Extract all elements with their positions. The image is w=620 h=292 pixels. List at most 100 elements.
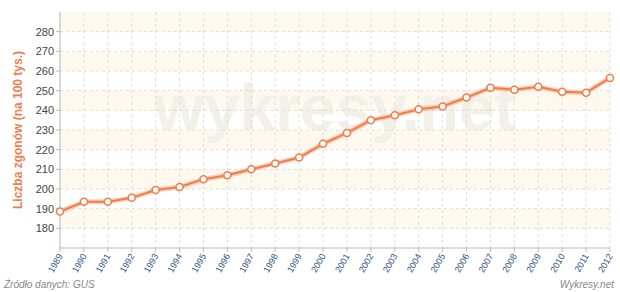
y-axis-label: Liczba zgonów (na 100 tys.) [11, 51, 25, 209]
data-point [296, 154, 303, 161]
x-tick-mark [394, 248, 395, 252]
grid-line-vertical [514, 12, 515, 248]
data-point [152, 186, 159, 193]
x-tick-label: 2007 [476, 252, 495, 274]
x-tick-mark [83, 248, 84, 252]
grid-line-vertical [203, 12, 204, 248]
data-point [511, 86, 518, 93]
grid-line-vertical [538, 12, 539, 248]
data-point [439, 103, 446, 110]
grid-line-vertical [370, 12, 371, 248]
chart-svg: wykresy.net18019020021022023024025026027… [0, 0, 620, 292]
x-tick-mark [107, 248, 108, 252]
tick-mark [56, 189, 60, 190]
x-tick-mark [323, 248, 324, 252]
x-tick-label: 1989 [46, 252, 65, 274]
tick-mark [56, 110, 60, 111]
y-tick-label: 280 [36, 26, 54, 38]
x-tick-label: 2006 [453, 252, 472, 274]
x-tick-mark [155, 248, 156, 252]
grid-line [60, 189, 610, 190]
tick-mark [56, 169, 60, 170]
credit-note: Wykresy.net [560, 279, 615, 290]
data-point [248, 166, 255, 173]
x-tick-mark [299, 248, 300, 252]
x-tick-mark [370, 248, 371, 252]
x-tick-label: 2001 [333, 252, 352, 274]
tick-mark [56, 149, 60, 150]
x-tick-mark [418, 248, 419, 252]
data-point [80, 198, 87, 205]
x-tick-mark [538, 248, 539, 252]
x-tick-label: 2000 [309, 252, 328, 274]
grid-line-vertical [586, 12, 587, 248]
data-point [367, 117, 374, 124]
data-point [272, 160, 279, 167]
data-point [57, 208, 64, 215]
x-tick-label: 2003 [381, 252, 400, 274]
tick-mark [56, 130, 60, 131]
x-tick-mark [514, 248, 515, 252]
grid-line [60, 208, 610, 209]
grid-band [60, 209, 610, 229]
x-tick-mark [442, 248, 443, 252]
x-tick-mark [227, 248, 228, 252]
data-point [200, 176, 207, 183]
x-tick-label: 1998 [261, 252, 280, 274]
x-tick-mark [275, 248, 276, 252]
y-tick-label: 190 [36, 203, 54, 215]
grid-line-vertical [83, 12, 84, 248]
grid-band [60, 51, 610, 71]
tick-mark [56, 228, 60, 229]
data-point [415, 106, 422, 113]
grid-line [60, 110, 610, 111]
x-tick-label: 2010 [548, 252, 567, 274]
x-tick-label: 1990 [70, 252, 89, 274]
y-tick-label: 270 [36, 45, 54, 57]
watermark: wykresy.net [153, 72, 516, 144]
grid-line-vertical [275, 12, 276, 248]
line-glow [60, 78, 610, 212]
grid-line-vertical [323, 12, 324, 248]
grid-line-vertical [179, 12, 180, 248]
plot-background [60, 12, 610, 248]
y-tick-label: 260 [36, 65, 54, 77]
x-tick-mark [60, 248, 61, 252]
x-tick-label: 2002 [357, 252, 376, 274]
y-tick-label: 180 [36, 222, 54, 234]
data-point [343, 129, 350, 136]
x-tick-mark [203, 248, 204, 252]
grid-line-vertical [610, 12, 611, 248]
grid-line [60, 130, 610, 131]
grid-line [60, 71, 610, 72]
x-tick-mark [251, 248, 252, 252]
tick-mark [56, 71, 60, 72]
grid-line [60, 51, 610, 52]
grid-line-vertical [562, 12, 563, 248]
y-tick-label: 230 [36, 124, 54, 136]
y-tick-label: 240 [36, 104, 54, 116]
x-tick-mark [562, 248, 563, 252]
grid-band [60, 169, 610, 189]
data-point [176, 184, 183, 191]
y-tick-label: 210 [36, 163, 54, 175]
y-tick-label: 200 [36, 183, 54, 195]
x-tick-label: 1996 [213, 252, 232, 274]
data-point [128, 194, 135, 201]
x-tick-label: 1995 [190, 252, 209, 274]
tick-mark [56, 31, 60, 32]
data-point [104, 198, 111, 205]
x-tick-label: 1999 [285, 252, 304, 274]
y-tick-label: 250 [36, 85, 54, 97]
x-tick-label: 2004 [405, 252, 424, 274]
data-point [487, 84, 494, 91]
grid-line-vertical [251, 12, 252, 248]
x-tick-label: 2009 [524, 252, 543, 274]
grid-line-vertical [394, 12, 395, 248]
x-tick-label: 1994 [166, 252, 185, 274]
data-point [559, 88, 566, 95]
x-tick-label: 1993 [142, 252, 161, 274]
data-point [583, 89, 590, 96]
x-tick-label: 2008 [500, 252, 519, 274]
grid-line-vertical [299, 12, 300, 248]
